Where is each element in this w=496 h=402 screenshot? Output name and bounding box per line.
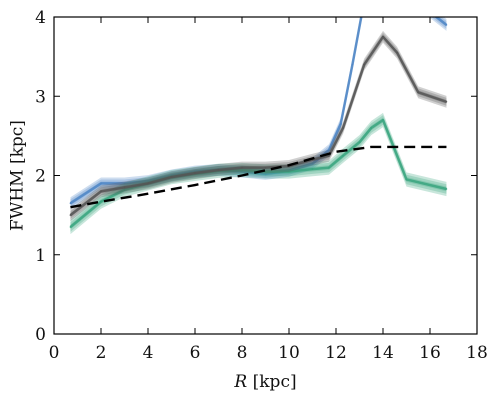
series-1-point <box>445 188 448 190</box>
series-2-point <box>194 172 196 174</box>
series-1-point <box>100 200 102 203</box>
x-tick-label: 0 <box>49 343 60 363</box>
series-0-point <box>147 180 149 182</box>
x-tick-label: 18 <box>466 343 488 363</box>
series-1-point <box>241 169 243 171</box>
series-2-point <box>123 186 126 189</box>
series-0-point <box>363 0 365 2</box>
series-1-point <box>311 168 314 170</box>
series-2-point <box>100 190 102 193</box>
x-axis-label: R [kpc] <box>233 372 296 392</box>
series-1-point <box>342 154 344 157</box>
series-0-point <box>311 162 314 165</box>
x-axis-label-unit: [kpc] <box>247 372 296 392</box>
series-2-point <box>170 176 173 178</box>
series-1-band <box>70 112 447 235</box>
series-1-point <box>382 119 384 121</box>
series-0-point <box>100 182 102 185</box>
x-tick-label: 14 <box>372 343 394 363</box>
series-2-point <box>342 127 344 129</box>
series-0-point <box>69 202 72 205</box>
series-1-point <box>123 188 126 191</box>
series-2-point <box>69 214 72 216</box>
series-1-point <box>370 127 373 129</box>
series-2-band <box>70 30 447 222</box>
series-1-point <box>288 170 290 173</box>
x-tick-label: 2 <box>96 343 107 363</box>
series-1-point <box>69 226 72 228</box>
series-2-point <box>382 36 384 38</box>
series-2-point <box>264 166 267 169</box>
series-2-point <box>417 91 420 94</box>
x-axis-label-variable: R <box>233 372 247 392</box>
series-3 <box>70 145 447 209</box>
series-2-point <box>396 51 398 54</box>
y-tick-label: 2 <box>35 167 46 187</box>
y-tick-label: 0 <box>35 325 46 345</box>
series-2-point <box>445 100 448 103</box>
y-tick-label: 1 <box>35 246 46 266</box>
series-0-point <box>351 63 354 66</box>
series-2-point <box>328 154 330 157</box>
series-0-point <box>339 123 342 125</box>
x-tick-label: 4 <box>143 343 154 363</box>
y-tick-label: 3 <box>35 87 46 107</box>
series-2-point <box>217 169 220 171</box>
series-1-point <box>358 141 361 144</box>
series-2-point <box>363 63 366 66</box>
x-tick-label: 8 <box>237 343 248 363</box>
series-0-point <box>264 173 267 175</box>
series-2-point <box>241 166 243 169</box>
x-tick-label: 16 <box>419 343 441 363</box>
series-2 <box>69 30 448 222</box>
y-axis-label: FWHM [kpc] <box>8 120 28 231</box>
series-3-dashed-line <box>70 145 447 209</box>
series-0-point <box>445 24 448 26</box>
y-tick-label: 4 <box>35 8 46 28</box>
x-tick-label: 12 <box>325 343 347 363</box>
series-1-point <box>328 166 330 169</box>
x-tick-label: 6 <box>190 343 201 363</box>
series-0-point <box>328 149 330 151</box>
series-1-point <box>405 178 408 181</box>
series-layer <box>69 0 448 235</box>
x-tick-label: 10 <box>278 343 300 363</box>
series-1-band <box>70 115 447 232</box>
series-0-point <box>123 182 126 185</box>
series-2-point <box>147 182 149 185</box>
